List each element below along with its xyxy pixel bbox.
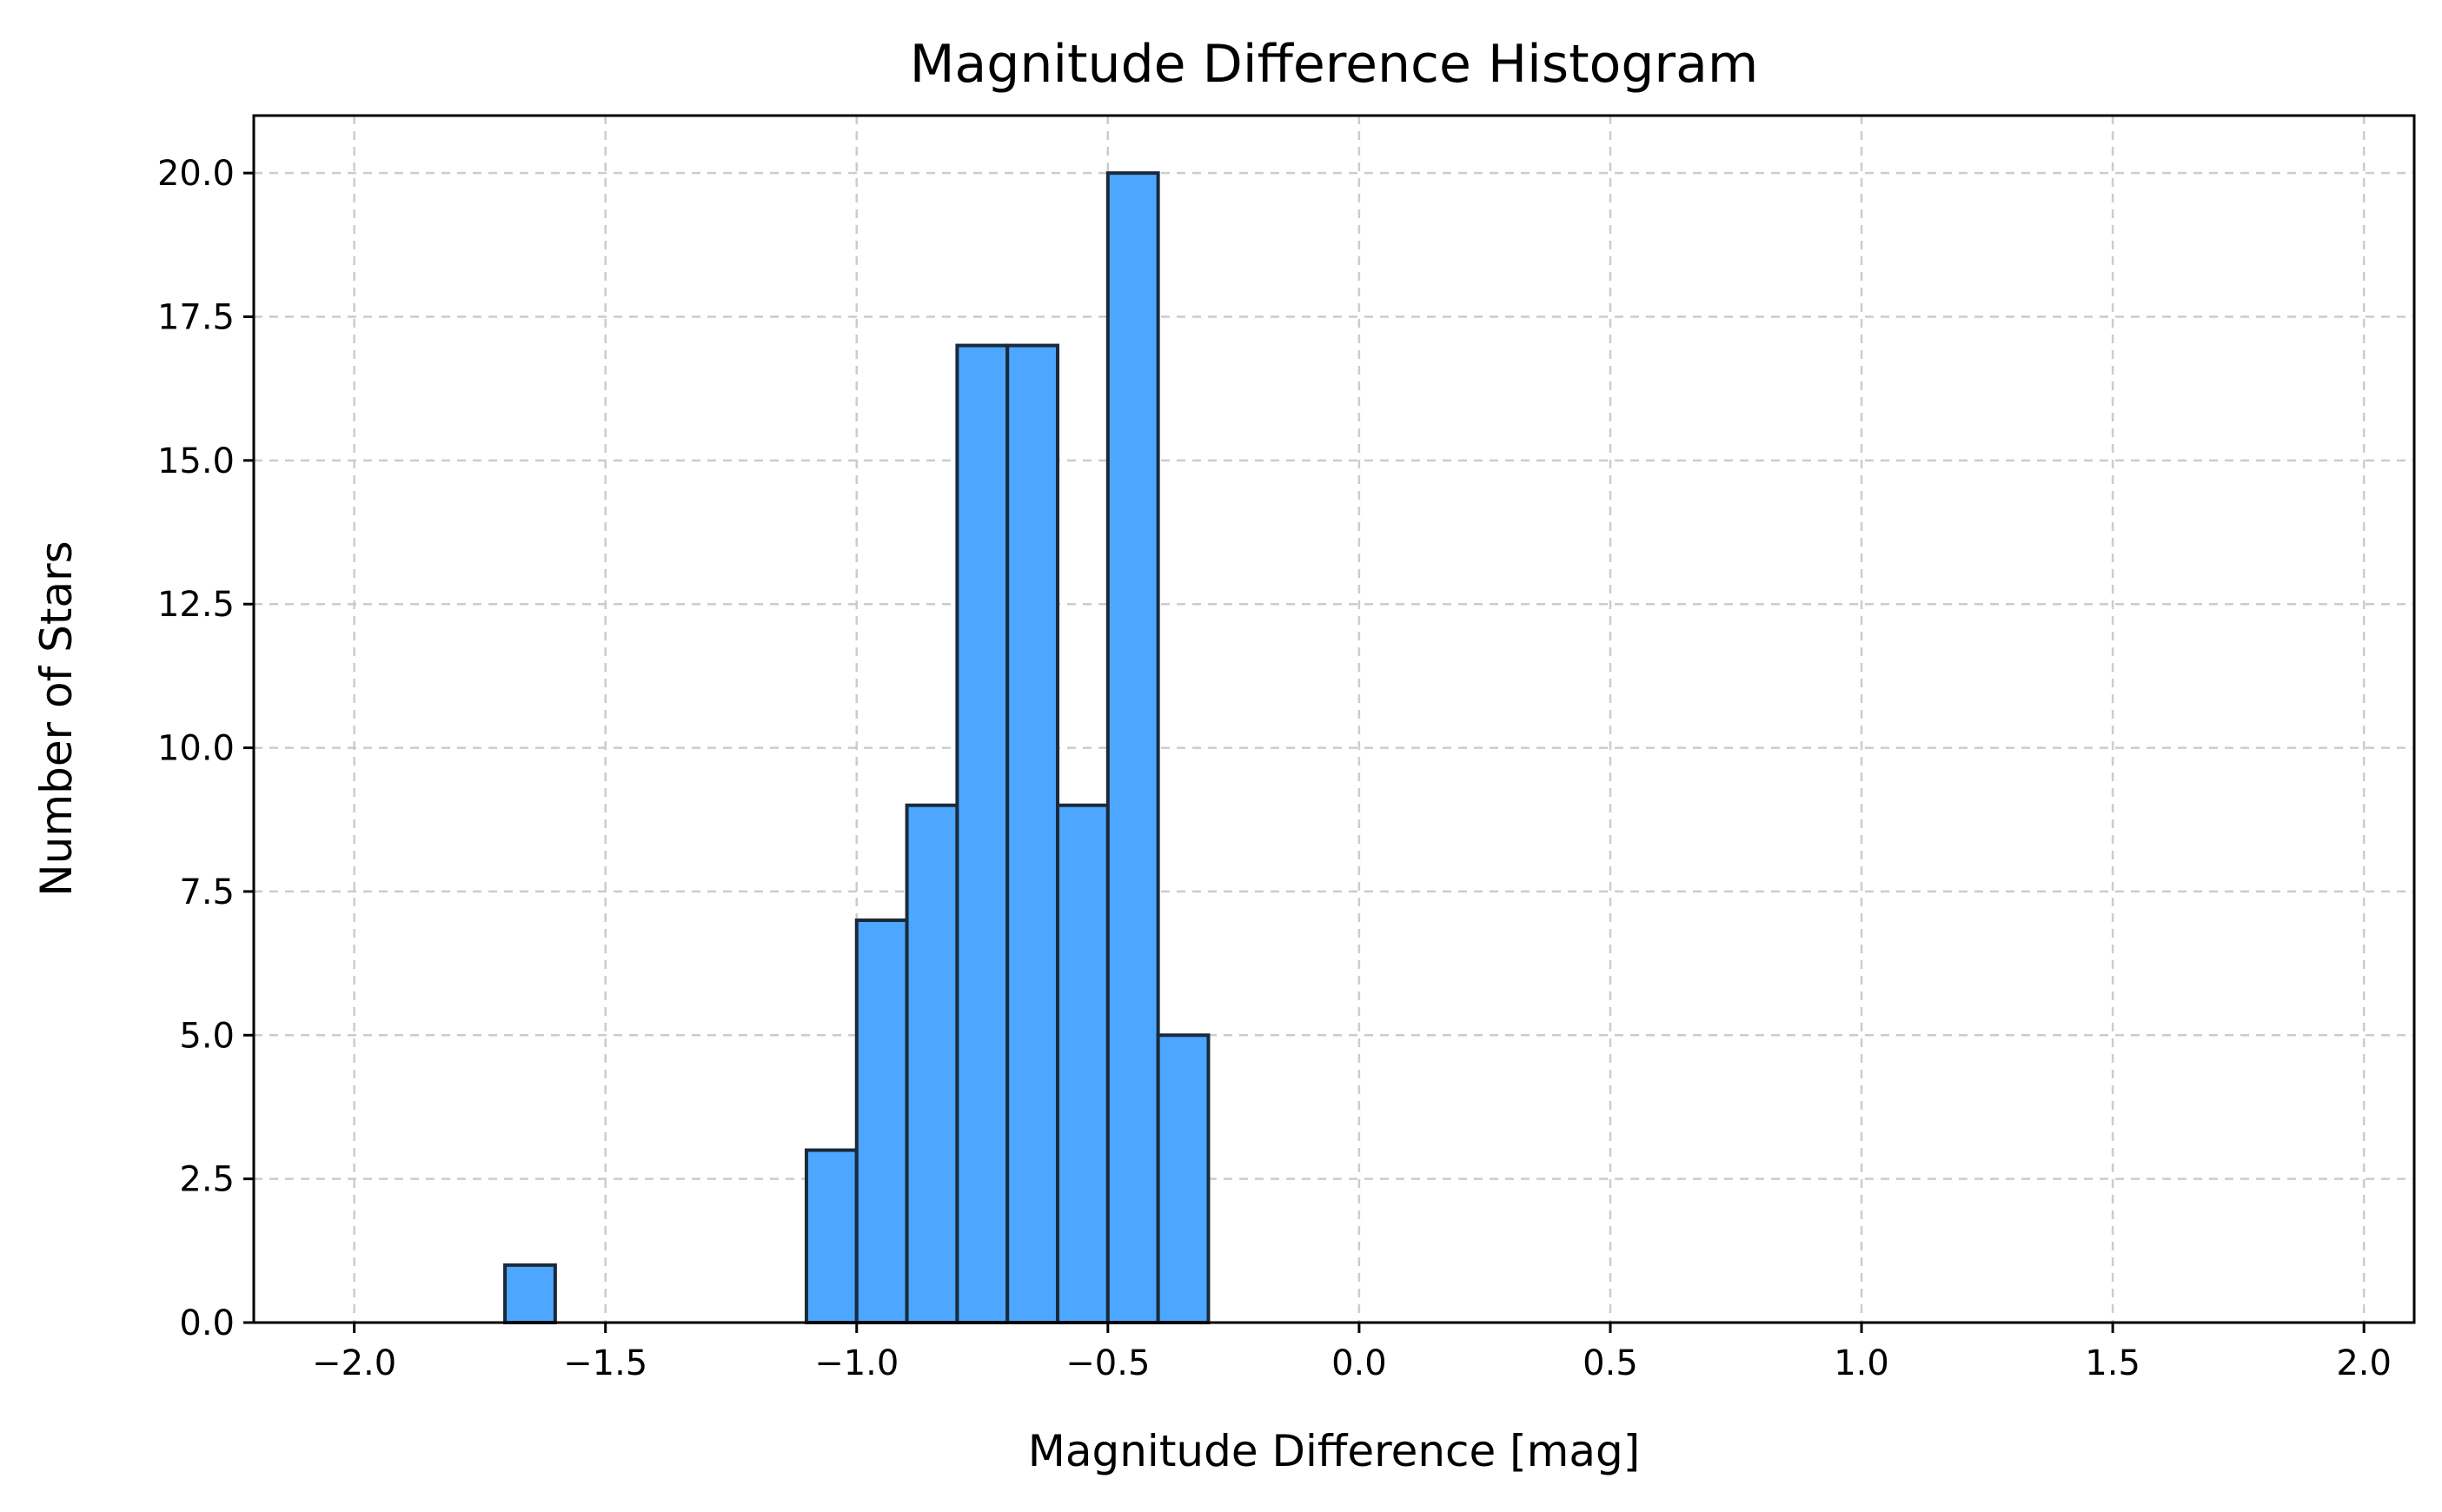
x-tick-label: 2.0 bbox=[2336, 1343, 2392, 1383]
y-tick-label: 10.0 bbox=[157, 729, 235, 769]
y-axis-ticks: 0.0 2.5 5.0 7.5 10.0 12.5 15.0 17.5 20.0 bbox=[157, 154, 254, 1343]
x-tick-label: −1.0 bbox=[814, 1343, 899, 1383]
histogram-bar bbox=[854, 918, 909, 1324]
x-tick-label: −2.0 bbox=[312, 1343, 396, 1383]
x-tick-label: 1.0 bbox=[1834, 1343, 1889, 1383]
x-tick-label: 0.0 bbox=[1331, 1343, 1387, 1383]
histogram-bar bbox=[1005, 343, 1060, 1325]
y-tick-label: 15.0 bbox=[157, 441, 235, 481]
histogram-bar bbox=[955, 343, 1010, 1325]
y-tick-label: 20.0 bbox=[157, 154, 235, 194]
y-tick-label: 0.0 bbox=[179, 1303, 235, 1343]
histogram-bar bbox=[905, 803, 959, 1324]
histogram-bar bbox=[1056, 803, 1110, 1324]
x-tick-label: −1.5 bbox=[563, 1343, 647, 1383]
y-tick-label: 2.5 bbox=[179, 1160, 235, 1200]
histogram-bar bbox=[804, 1148, 859, 1324]
chart-title: Magnitude Difference Histogram bbox=[910, 34, 1759, 95]
y-tick-label: 17.5 bbox=[157, 298, 235, 338]
y-tick-label: 12.5 bbox=[157, 585, 235, 625]
x-axis-ticks: −2.0 −1.5 −1.0 −0.5 0.0 0.5 1.0 1.5 2.0 bbox=[312, 1323, 2392, 1383]
y-tick-label: 7.5 bbox=[179, 872, 235, 912]
histogram-bar bbox=[503, 1263, 557, 1325]
y-axis-label: Number of Stars bbox=[31, 540, 82, 896]
x-tick-label: 0.5 bbox=[1583, 1343, 1638, 1383]
plot-frame bbox=[252, 114, 2416, 1324]
y-tick-label: 5.0 bbox=[179, 1016, 235, 1056]
x-tick-label: −0.5 bbox=[1065, 1343, 1150, 1383]
x-tick-label: 1.5 bbox=[2085, 1343, 2140, 1383]
x-axis-label: Magnitude Difference [mag] bbox=[1028, 1426, 1641, 1476]
histogram-bar bbox=[1156, 1033, 1211, 1325]
histogram-bar bbox=[1105, 171, 1160, 1325]
